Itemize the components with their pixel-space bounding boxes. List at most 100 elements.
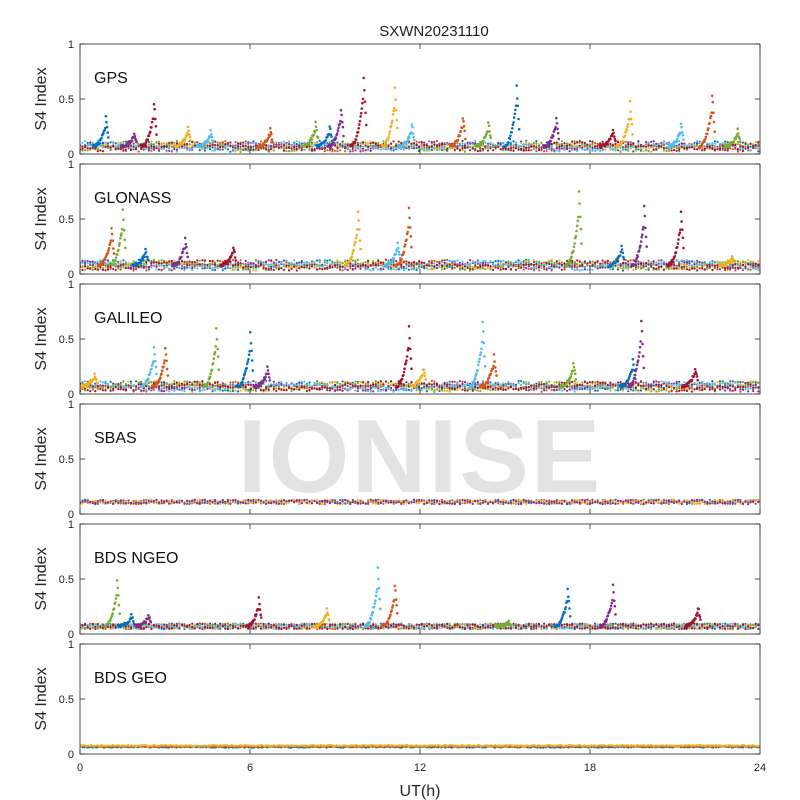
data-point: [180, 147, 184, 150]
data-point: [191, 387, 194, 390]
data-point: [741, 145, 745, 148]
data-point: [201, 259, 204, 262]
data-point: [693, 260, 696, 263]
data-point: [191, 143, 194, 146]
plot-area: [80, 164, 760, 274]
data-point: [713, 142, 717, 145]
data-point: [573, 144, 576, 147]
data-point: [583, 145, 587, 148]
data-point: [102, 261, 105, 265]
data-point: [423, 261, 426, 264]
data-point: [423, 141, 426, 144]
data-point: [280, 267, 283, 270]
data-point: [634, 146, 638, 149]
data-point: [191, 268, 194, 272]
data-point: [537, 143, 541, 146]
data-point: [550, 258, 553, 261]
data-point: [459, 130, 463, 133]
data-point: [578, 140, 581, 143]
data-point: [157, 142, 161, 145]
data-point: [627, 268, 630, 271]
data-point: [109, 146, 112, 149]
data-point: [481, 147, 484, 151]
data-point: [499, 144, 502, 147]
data-point: [308, 148, 311, 152]
data-point: [244, 142, 247, 145]
data-point: [237, 263, 240, 267]
data-point: [394, 252, 398, 256]
data-point: [211, 263, 214, 266]
data-point: [142, 266, 145, 269]
data-point: [634, 268, 638, 271]
data-point: [622, 269, 625, 272]
data-point: [132, 145, 135, 148]
data-point: [96, 260, 99, 264]
data-point: [397, 250, 401, 254]
data-point: [622, 255, 625, 259]
data-point: [622, 261, 625, 264]
data-point: [310, 143, 314, 146]
data-point: [277, 141, 280, 144]
data-point: [155, 141, 158, 144]
data-point: [354, 144, 357, 147]
data-point: [407, 388, 410, 392]
data-point: [170, 145, 173, 148]
data-point: [525, 267, 528, 270]
data-point: [665, 149, 668, 152]
data-point: [433, 148, 436, 151]
data-point: [351, 264, 354, 268]
data-point: [438, 264, 441, 267]
data-point: [400, 267, 403, 270]
data-point: [435, 148, 439, 151]
data-point: [394, 109, 398, 112]
data-point: [117, 244, 121, 247]
data-point: [555, 116, 558, 120]
data-point: [392, 149, 395, 152]
data-point: [145, 267, 148, 270]
data-point: [392, 264, 395, 267]
data-point: [122, 263, 125, 266]
data-point: [114, 145, 117, 148]
data-point: [645, 261, 648, 265]
data-point: [568, 143, 571, 146]
data-point: [157, 262, 161, 265]
data-point: [359, 247, 362, 251]
data-point: [239, 142, 242, 146]
data-point: [453, 148, 456, 151]
data-point: [214, 140, 217, 143]
data-point: [372, 262, 375, 265]
data-point: [196, 261, 199, 264]
data-point: [693, 141, 696, 144]
data-point: [627, 143, 630, 146]
data-point: [641, 228, 645, 231]
data-point: [754, 262, 757, 265]
data-point: [484, 264, 487, 267]
data-point: [476, 258, 479, 261]
data-point: [316, 141, 319, 144]
data-point: [626, 122, 630, 126]
data-point: [596, 260, 599, 263]
data-point: [466, 266, 469, 269]
data-point: [726, 265, 729, 268]
data-point: [446, 258, 449, 261]
data-point: [494, 146, 497, 149]
data-point: [525, 263, 528, 266]
data-point: [137, 258, 140, 261]
data-point: [624, 267, 627, 270]
data-point: [573, 268, 576, 272]
data-point: [509, 260, 512, 263]
data-point: [208, 142, 212, 145]
data-point: [632, 145, 635, 149]
data-point: [191, 261, 194, 264]
data-point: [269, 130, 273, 134]
data-point: [390, 265, 393, 268]
data-point: [367, 145, 370, 149]
data-point: [599, 266, 602, 269]
data-point: [601, 263, 604, 266]
data-point: [535, 142, 538, 145]
data-point: [688, 144, 691, 147]
data-point: [433, 267, 436, 270]
data-point: [512, 140, 515, 143]
data-point: [89, 260, 92, 263]
data-point: [206, 144, 209, 147]
